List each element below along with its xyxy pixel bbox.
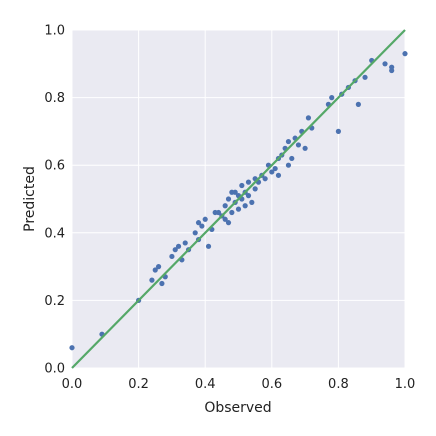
data-point: [262, 176, 268, 182]
data-point: [205, 243, 212, 249]
data-point: [222, 216, 228, 222]
data-point: [355, 101, 361, 107]
x-tick-label: 0.2: [128, 377, 149, 392]
data-point: [335, 128, 341, 134]
grid-lines: [71, 29, 406, 369]
data-point: [382, 61, 388, 67]
data-point: [235, 206, 242, 212]
y-tick-label: 0.4: [44, 226, 65, 241]
data-point: [239, 182, 245, 189]
data-point: [242, 203, 248, 209]
data-point: [149, 277, 155, 283]
data-point: [202, 216, 208, 222]
y-tick-labels: 0.0 0.2 0.4 0.6 0.8 1.0: [44, 24, 65, 377]
data-point: [362, 74, 368, 80]
y-tick-label: 0.2: [44, 294, 65, 309]
data-point: [285, 138, 292, 145]
data-point: [69, 345, 75, 351]
data-point: [232, 189, 238, 195]
x-tick-label: 1.0: [395, 377, 416, 392]
data-point: [249, 199, 255, 205]
data-point: [195, 220, 202, 226]
data-point: [305, 115, 312, 121]
data-point: [215, 209, 222, 216]
x-tick-label: 0.8: [328, 377, 349, 392]
reference-line: [71, 29, 406, 369]
data-point: [252, 186, 258, 192]
data-point: [222, 203, 228, 209]
data-point: [182, 240, 188, 246]
data-point: [302, 145, 308, 151]
data-point: [169, 253, 175, 260]
data-point: [192, 230, 198, 236]
data-point: [175, 243, 182, 249]
data-point: [275, 172, 282, 178]
data-point: [225, 196, 232, 202]
data-point: [152, 267, 158, 273]
data-point: [229, 209, 235, 216]
data-point: [245, 193, 252, 199]
y-tick-label: 0.6: [44, 159, 65, 174]
data-point: [272, 165, 278, 172]
x-tick-label: 0.0: [62, 377, 83, 392]
data-point: [172, 247, 178, 253]
data-point: [289, 155, 295, 162]
y-tick-label: 0.0: [44, 362, 65, 377]
data-point: [159, 280, 165, 287]
x-tick-label: 0.6: [261, 377, 282, 392]
data-point: [329, 95, 335, 101]
data-point: [199, 223, 205, 229]
x-tick-label: 0.4: [195, 377, 216, 392]
data-point: [402, 51, 408, 57]
x-axis-label: Observed: [204, 400, 271, 416]
data-point: [295, 142, 302, 148]
y-tick-label: 1.0: [44, 24, 65, 39]
x-tick-labels: 0.0 0.2 0.4 0.6 0.8 1.0: [62, 377, 416, 392]
data-point: [155, 264, 162, 270]
data-point: [245, 179, 252, 185]
y-axis-label: Predicted: [22, 166, 38, 232]
data-point: [389, 64, 395, 70]
data-point: [285, 162, 292, 168]
y-tick-label: 0.8: [44, 91, 65, 106]
data-point: [269, 169, 275, 175]
data-point: [225, 220, 232, 226]
